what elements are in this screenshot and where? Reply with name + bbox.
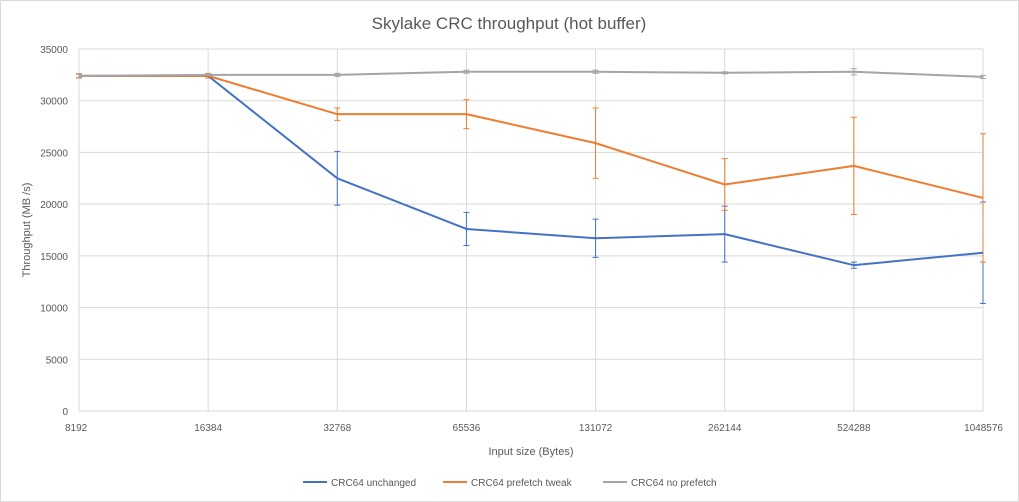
chart-title: Skylake CRC throughput (hot buffer) [372,14,647,33]
series-lines [78,70,984,267]
x-axis-ticks: 8192 16384 32768 65536 131072 262144 524288 104… [65,423,1003,434]
x-tick-label: 65536 [453,423,481,434]
x-tick-label: 524288 [837,423,871,434]
y-tick-label: 0 [62,407,68,418]
legend-label: CRC64 prefetch tweak [471,478,573,489]
error-bars [76,68,986,304]
y-tick-label: 25000 [40,148,68,159]
x-tick-label: 131072 [579,423,613,434]
x-axis-title: Input size (Bytes) [489,446,574,458]
y-axis-title: Throughput (MB /s) [21,183,33,278]
y-tick-label: 35000 [40,45,68,56]
x-tick-label: 262144 [708,423,742,434]
x-tick-label: 16384 [194,423,222,434]
x-tick-label: 1048576 [964,423,1003,434]
y-tick-label: 5000 [46,355,69,366]
legend: CRC64 unchanged CRC64 prefetch tweak CRC64… [303,478,717,489]
x-tick-label: 8192 [65,423,88,434]
series-line-1 [79,74,984,267]
y-tick-label: 15000 [40,252,68,263]
y-tick-label: 20000 [40,200,68,211]
legend-label: CRC64 unchanged [331,478,416,489]
y-axis-ticks: 0 5000 10000 15000 20000 25000 30000 35000 [40,45,68,418]
x-tick-label: 32768 [323,423,351,434]
y-tick-label: 10000 [40,304,68,315]
y-tick-label: 30000 [40,97,68,108]
series-line-3 [78,70,984,78]
series-line-2 [79,74,984,199]
legend-label: CRC64 no prefetch [631,478,717,489]
grid [78,48,984,412]
